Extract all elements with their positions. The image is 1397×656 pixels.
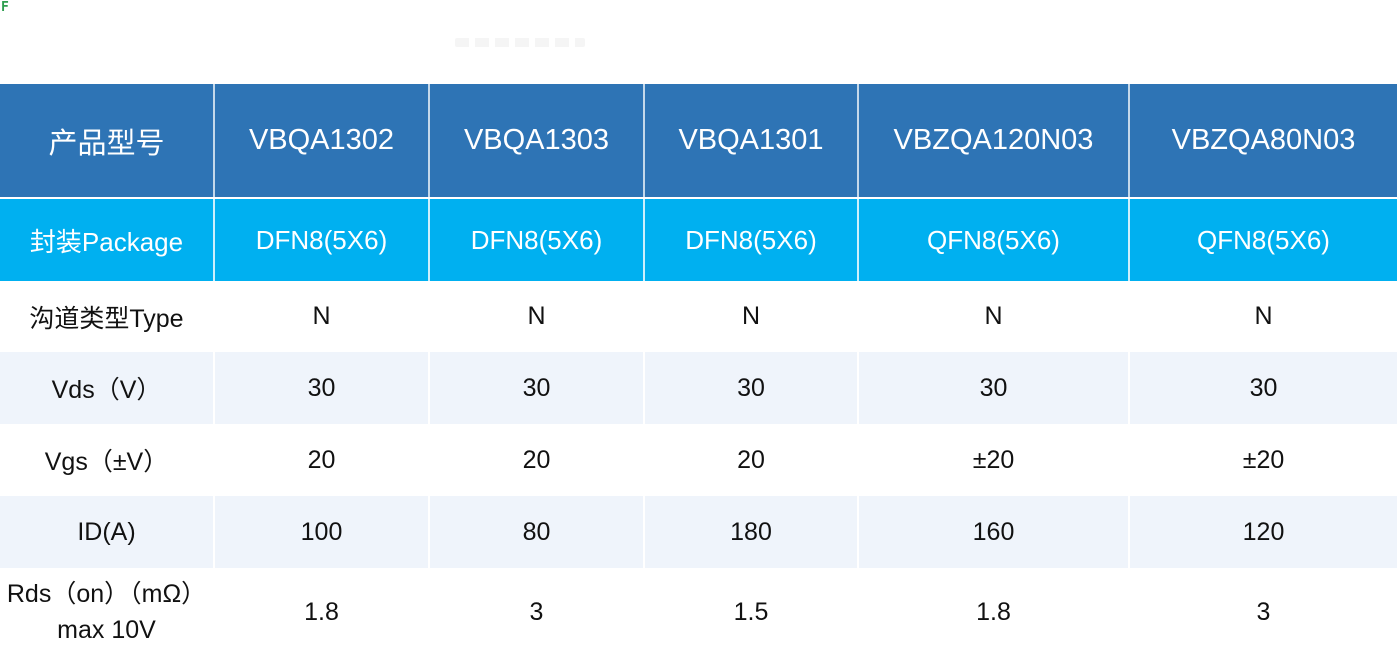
spec-cell: N bbox=[312, 302, 331, 330]
spec-cell: N bbox=[741, 302, 761, 330]
row-label: 封装Package bbox=[0, 199, 215, 281]
spec-cell: 30 bbox=[859, 352, 1130, 424]
table-row-channel-type: 沟道类型Type N N N N N bbox=[0, 281, 1397, 352]
table-header-row: 产品型号 VBQA1302 VBQA1303 VBQA1301 VBZQA120… bbox=[0, 84, 1397, 199]
spec-cell: DFN8(5X6) bbox=[215, 199, 430, 281]
spec-cell: 30 bbox=[645, 352, 859, 424]
spec-cell: 30 bbox=[1249, 373, 1278, 402]
spec-cell: QFN8(5X6) bbox=[859, 199, 1130, 281]
table-row-vgs: Vgs（±V） 20 20 20 ±20 ±20 bbox=[0, 424, 1397, 496]
spec-cell: 20 bbox=[737, 445, 765, 474]
row-label: ID(A) bbox=[0, 496, 215, 568]
table-row-package: 封装Package DFN8(5X6) DFN8(5X6) DFN8(5X6) … bbox=[0, 199, 1397, 281]
spec-cell: DFN8(5X6) bbox=[430, 199, 645, 281]
spec-cell: 1.5 bbox=[733, 597, 769, 626]
table-row-id: ID(A) 100 80 180 160 120 bbox=[0, 496, 1397, 568]
faint-watermark bbox=[455, 38, 585, 47]
spec-cell: 20 bbox=[307, 445, 336, 474]
row-label: 沟道类型Type bbox=[29, 304, 184, 333]
spec-cell: DFN8(5X6) bbox=[645, 199, 859, 281]
spec-cell: N bbox=[984, 302, 1003, 330]
spec-cell: ±20 bbox=[972, 445, 1015, 474]
spec-cell: 30 bbox=[215, 352, 430, 424]
column-header-model: VBQA1301 bbox=[645, 84, 859, 197]
spec-cell: 30 bbox=[430, 352, 645, 424]
table-row-rds-on: Rds（on）（mΩ）max 10V 1.8 3 1.5 1.8 3 bbox=[0, 568, 1397, 656]
spec-cell: N bbox=[527, 302, 546, 330]
spec-cell: 1.8 bbox=[976, 597, 1011, 626]
spec-cell: ±20 bbox=[1242, 445, 1285, 474]
spec-cell: 180 bbox=[645, 496, 859, 568]
column-header-model: VBQA1303 bbox=[430, 84, 645, 197]
row-label: Vgs（±V） bbox=[44, 448, 169, 476]
spec-cell: QFN8(5X6) bbox=[1197, 224, 1330, 255]
spec-cell: 3 bbox=[529, 597, 544, 626]
spec-cell: 160 bbox=[859, 496, 1130, 568]
row-label: Rds（on）（mΩ）max 10V bbox=[6, 580, 207, 644]
spec-cell: 80 bbox=[430, 496, 645, 568]
table-row-vds: Vds（V） 30 30 30 30 30 bbox=[0, 352, 1397, 424]
product-spec-table: 产品型号 VBQA1302 VBQA1303 VBQA1301 VBZQA120… bbox=[0, 84, 1397, 656]
column-header-model: VBZQA80N03 bbox=[1171, 124, 1356, 156]
spec-cell: 3 bbox=[1256, 597, 1271, 626]
spec-cell: 20 bbox=[522, 445, 551, 474]
spec-cell: 100 bbox=[215, 496, 430, 568]
column-header-product-model: 产品型号 bbox=[0, 84, 215, 197]
green-corner-mark: F bbox=[1, 0, 9, 15]
column-header-model: VBQA1302 bbox=[215, 84, 430, 197]
spec-cell: N bbox=[1254, 302, 1273, 330]
spec-cell: 1.8 bbox=[304, 597, 339, 626]
spec-cell: 120 bbox=[1242, 517, 1285, 546]
column-header-model: VBZQA120N03 bbox=[859, 84, 1130, 197]
row-label: Vds（V） bbox=[0, 352, 215, 424]
